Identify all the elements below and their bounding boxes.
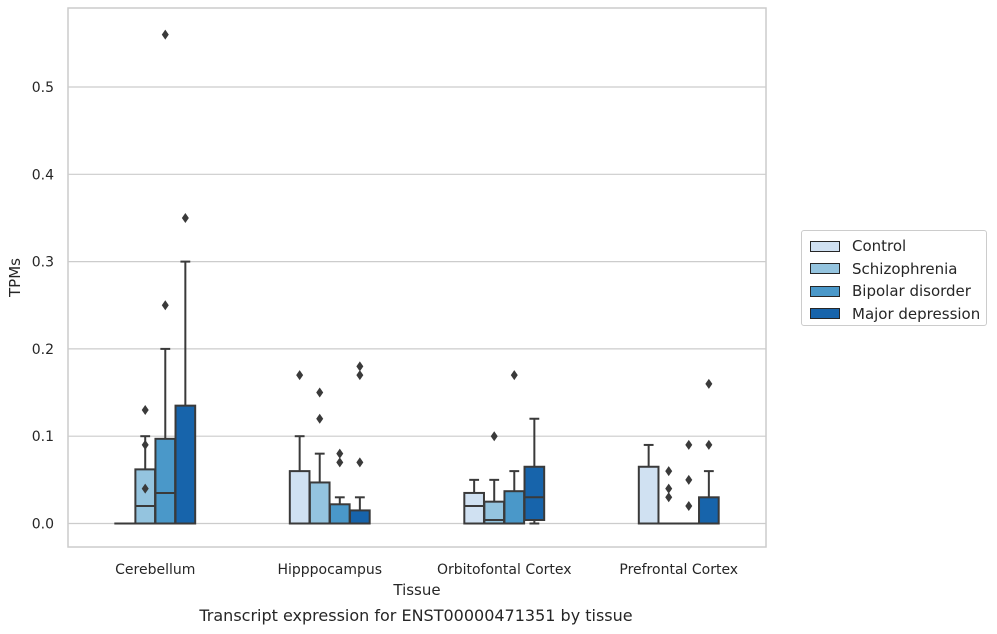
- box-3-2: [677, 439, 700, 525]
- y-tick-label: 0.4: [32, 167, 54, 183]
- box-groups: [114, 29, 720, 525]
- box: [134, 468, 157, 525]
- outlier-point: [161, 300, 169, 311]
- outlier-point: [356, 361, 364, 372]
- y-tick-label: 0.5: [32, 80, 54, 96]
- legend-item-bipolar-disorder: Bipolar disorder: [810, 280, 986, 303]
- box: [463, 491, 485, 525]
- box-0-2: [154, 29, 177, 525]
- box-2-2: [503, 370, 526, 525]
- box-3-0: [637, 443, 660, 525]
- outlier-point: [316, 413, 324, 424]
- box-0-1: [134, 405, 157, 525]
- box-2-1: [483, 431, 506, 525]
- box: [308, 481, 331, 525]
- outlier-point: [665, 483, 673, 494]
- outlier-point: [356, 457, 364, 468]
- legend-label-bipolar-disorder: Bipolar disorder: [852, 282, 971, 301]
- box-1-3: [349, 361, 371, 525]
- box: [288, 470, 311, 525]
- box: [328, 503, 351, 525]
- legend-swatch-major-depression: [810, 308, 840, 320]
- y-axis-label: TPMs: [6, 258, 24, 298]
- legend-item-schizophrenia: Schizophrenia: [810, 258, 986, 281]
- outlier-point: [316, 387, 324, 398]
- x-tick-label: Hipppocampus: [277, 562, 382, 578]
- outlier-point: [685, 439, 693, 450]
- outlier-point: [141, 483, 149, 494]
- outlier-point: [685, 501, 693, 512]
- x-axis-label: Tissue: [392, 581, 440, 599]
- outlier-point: [665, 466, 673, 477]
- outlier-point: [705, 378, 713, 389]
- outlier-point: [665, 492, 673, 503]
- x-tick-label: Cerebellum: [115, 562, 195, 578]
- y-tick-label: 0.0: [32, 517, 54, 533]
- y-tick-label: 0.2: [32, 342, 54, 358]
- box: [174, 404, 197, 525]
- y-tick-labels: 0.0 0.1 0.2 0.3 0.4 0.5: [32, 80, 54, 533]
- outlier-point: [181, 212, 189, 223]
- outlier-point: [296, 370, 304, 381]
- plot-frame: [67, 7, 767, 548]
- legend-swatch-bipolar-disorder: [810, 285, 840, 297]
- box-2-3: [523, 417, 546, 525]
- box-1-1: [308, 387, 331, 525]
- outlier-point: [141, 439, 149, 450]
- legend-swatch-schizophrenia: [810, 263, 840, 275]
- x-tick-label: Orbitofontal Cortex: [437, 562, 572, 578]
- outlier-point: [141, 405, 149, 416]
- y-tick-label: 0.3: [32, 255, 54, 271]
- legend-label-schizophrenia: Schizophrenia: [852, 259, 958, 278]
- box-2-0: [463, 478, 485, 525]
- box-3-1: [657, 466, 680, 525]
- box-0-3: [174, 212, 197, 525]
- x-tick-label: Prefrontal Cortex: [619, 562, 738, 578]
- legend: Control Schizophrenia Bipolar disorder M…: [801, 230, 987, 326]
- box-1-2: [328, 448, 351, 525]
- box: [523, 465, 546, 522]
- y-tick-label: 0.1: [32, 429, 54, 445]
- outlier-point: [336, 457, 344, 468]
- legend-label-control: Control: [852, 237, 907, 256]
- box: [154, 437, 177, 525]
- outlier-point: [336, 448, 344, 459]
- outlier-point: [490, 431, 498, 442]
- x-tick-labels: Cerebellum Hipppocampus Orbitofontal Corte…: [115, 562, 738, 578]
- outlier-point: [161, 29, 169, 40]
- box: [637, 465, 660, 525]
- outlier-point: [356, 370, 364, 381]
- outlier-point: [510, 370, 518, 381]
- legend-label-major-depression: Major depression: [852, 304, 981, 323]
- outlier-point: [685, 474, 693, 485]
- box-3-3: [698, 378, 720, 525]
- box-1-0: [288, 370, 311, 525]
- legend-swatch-control: [810, 240, 840, 252]
- box: [698, 496, 720, 525]
- box: [349, 509, 371, 525]
- figure-caption: Transcript expression for ENST0000047135…: [199, 606, 633, 625]
- outlier-point: [705, 439, 713, 450]
- box: [503, 490, 526, 525]
- legend-item-major-depression: Major depression: [810, 303, 986, 326]
- legend-item-control: Control: [810, 235, 986, 258]
